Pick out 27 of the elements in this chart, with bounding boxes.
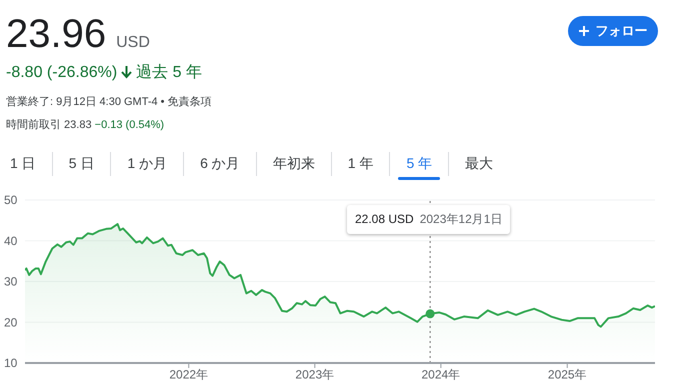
x-tick-label: 2022年 — [169, 368, 208, 382]
text: −0.13 (0.54%) — [94, 119, 164, 131]
text: 営業終了: 9月12日 4:30 GMT-4 • 免責条項 — [6, 95, 212, 109]
text: 過去 5 年 — [136, 62, 202, 83]
text: 1 か月 — [126, 154, 168, 173]
text: 6 か月 — [199, 154, 241, 173]
annotation: 22.08 USD — [355, 212, 414, 226]
text: 時間前取引 23.83 — [6, 119, 92, 131]
annotation: 2023年12月1日 — [420, 212, 502, 226]
x-tick-label: 2025年 — [548, 368, 587, 382]
text: 5 日 — [68, 154, 96, 173]
y-tick-label: 20 — [4, 315, 18, 330]
y-tick-label: 50 — [4, 193, 18, 207]
text: 5 年 — [405, 154, 434, 173]
chart-subtitle: USD — [116, 34, 150, 52]
x-tick-label: 2024年 — [422, 368, 460, 382]
text: 年初来 — [272, 154, 316, 173]
y-tick-label: 40 — [4, 234, 18, 248]
text: 1 日 — [9, 154, 37, 173]
chart-title: 23.96 — [6, 12, 106, 57]
y-tick-label: 10 — [4, 356, 18, 370]
text: フォロー — [596, 22, 648, 40]
y-tick-label: 30 — [4, 274, 18, 288]
text: 最大 — [464, 154, 494, 173]
text: 1 年 — [346, 154, 374, 173]
text: -8.80 (-26.86%) — [6, 64, 118, 82]
x-tick-label: 2023年 — [295, 368, 334, 382]
